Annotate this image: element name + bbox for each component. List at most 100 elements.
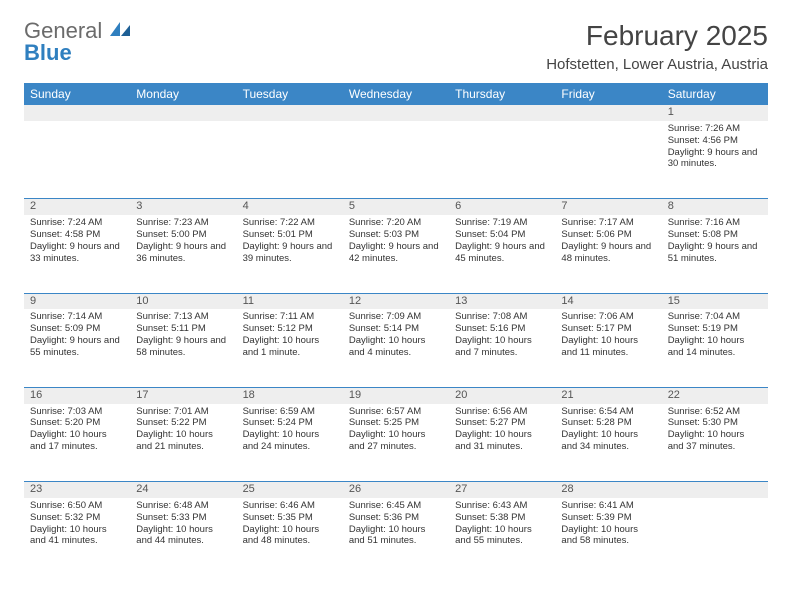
day-number-cell: 6 [449,199,555,215]
day-body-cell: Sunrise: 7:17 AMSunset: 5:06 PMDaylight:… [555,215,661,293]
weekday-header: Wednesday [343,83,449,105]
day-number-cell [662,482,768,498]
day-body-cell: Sunrise: 7:23 AMSunset: 5:00 PMDaylight:… [130,215,236,293]
day-number-cell: 3 [130,199,236,215]
day-number-cell: 27 [449,482,555,498]
sunset-text: Sunset: 4:56 PM [668,135,762,147]
sunrise-text: Sunrise: 7:04 AM [668,311,762,323]
day-number-cell: 7 [555,199,661,215]
logo: General Blue [24,20,132,64]
day-body-cell [449,121,555,199]
sunrise-text: Sunrise: 6:52 AM [668,406,762,418]
sunset-text: Sunset: 5:11 PM [136,323,230,335]
weekday-header: Thursday [449,83,555,105]
weekday-header-row: Sunday Monday Tuesday Wednesday Thursday… [24,83,768,105]
day-body-cell: Sunrise: 7:08 AMSunset: 5:16 PMDaylight:… [449,309,555,387]
day-body-cell [662,498,768,576]
sunrise-text: Sunrise: 7:01 AM [136,406,230,418]
sunset-text: Sunset: 5:20 PM [30,417,124,429]
daylight-text: Daylight: 10 hours and 14 minutes. [668,335,762,359]
daylight-text: Daylight: 9 hours and 55 minutes. [30,335,124,359]
sunrise-text: Sunrise: 7:09 AM [349,311,443,323]
day-number-cell: 10 [130,293,236,309]
day-body-cell [130,121,236,199]
daylight-text: Daylight: 9 hours and 51 minutes. [668,241,762,265]
daylight-text: Daylight: 10 hours and 44 minutes. [136,524,230,548]
day-body-cell: Sunrise: 6:43 AMSunset: 5:38 PMDaylight:… [449,498,555,576]
sunset-text: Sunset: 5:03 PM [349,229,443,241]
sunrise-text: Sunrise: 7:22 AM [243,217,337,229]
day-body-cell: Sunrise: 7:01 AMSunset: 5:22 PMDaylight:… [130,404,236,482]
sunrise-text: Sunrise: 6:56 AM [455,406,549,418]
day-body-cell: Sunrise: 7:13 AMSunset: 5:11 PMDaylight:… [130,309,236,387]
day-body-cell: Sunrise: 7:03 AMSunset: 5:20 PMDaylight:… [24,404,130,482]
daylight-text: Daylight: 10 hours and 4 minutes. [349,335,443,359]
sunset-text: Sunset: 5:06 PM [561,229,655,241]
sunrise-text: Sunrise: 7:26 AM [668,123,762,135]
day-number-cell: 28 [555,482,661,498]
daylight-text: Daylight: 9 hours and 39 minutes. [243,241,337,265]
sunrise-text: Sunrise: 7:14 AM [30,311,124,323]
daylight-text: Daylight: 9 hours and 42 minutes. [349,241,443,265]
sunset-text: Sunset: 5:04 PM [455,229,549,241]
day-number-cell: 22 [662,387,768,403]
sunset-text: Sunset: 5:16 PM [455,323,549,335]
daylight-text: Daylight: 9 hours and 48 minutes. [561,241,655,265]
daylight-text: Daylight: 9 hours and 30 minutes. [668,147,762,171]
day-body-cell: Sunrise: 7:24 AMSunset: 4:58 PMDaylight:… [24,215,130,293]
sunset-text: Sunset: 5:01 PM [243,229,337,241]
day-number-cell: 24 [130,482,236,498]
day-body-cell: Sunrise: 6:52 AMSunset: 5:30 PMDaylight:… [662,404,768,482]
day-number-cell: 5 [343,199,449,215]
sunrise-text: Sunrise: 7:11 AM [243,311,337,323]
day-body-row: Sunrise: 6:50 AMSunset: 5:32 PM Daylight:… [24,498,768,576]
sunset-text: Sunset: 5:38 PM [455,512,549,524]
day-number-cell: 20 [449,387,555,403]
sunset-text: Sunset: 5:36 PM [349,512,443,524]
sunset-text: Sunset: 5:00 PM [136,229,230,241]
sunset-text: Sunset: 5:08 PM [668,229,762,241]
day-body-cell: Sunrise: 7:14 AMSunset: 5:09 PMDaylight:… [24,309,130,387]
sunrise-text: Sunrise: 7:19 AM [455,217,549,229]
daylight-text: Daylight: 9 hours and 33 minutes. [30,241,124,265]
daylight-text: Daylight: 10 hours and 51 minutes. [349,524,443,548]
daylight-text: Daylight: 10 hours and 55 minutes. [455,524,549,548]
sunset-text: Sunset: 5:28 PM [561,417,655,429]
day-body-cell [24,121,130,199]
day-number-cell [555,105,661,121]
day-number-cell: 19 [343,387,449,403]
month-title: February 2025 [546,20,768,52]
sunrise-text: Sunrise: 7:03 AM [30,406,124,418]
sunrise-text: Sunrise: 6:54 AM [561,406,655,418]
day-body-cell: Sunrise: 7:26 AMSunset: 4:56 PMDaylight:… [662,121,768,199]
sunset-text: Sunset: 5:32 PM [30,512,124,524]
sunrise-text: Sunrise: 7:16 AM [668,217,762,229]
day-number-row: 9101112131415 [24,293,768,309]
title-block: February 2025 Hofstetten, Lower Austria,… [546,20,768,73]
day-number-cell: 17 [130,387,236,403]
day-number-cell: 21 [555,387,661,403]
logo-text-blue: Blue [24,40,72,65]
day-body-row: Sunrise: 7:03 AMSunset: 5:20 PM Daylight:… [24,404,768,482]
day-body-cell: Sunrise: 7:22 AMSunset: 5:01 PMDaylight:… [237,215,343,293]
sunset-text: Sunset: 5:27 PM [455,417,549,429]
sunrise-text: Sunrise: 6:50 AM [30,500,124,512]
day-number-cell [24,105,130,121]
day-number-row: 2345678 [24,199,768,215]
day-body-cell: Sunrise: 7:19 AMSunset: 5:04 PMDaylight:… [449,215,555,293]
sunrise-text: Sunrise: 7:13 AM [136,311,230,323]
daylight-text: Daylight: 10 hours and 21 minutes. [136,429,230,453]
weekday-header: Tuesday [237,83,343,105]
sunset-text: Sunset: 5:12 PM [243,323,337,335]
sunset-text: Sunset: 5:09 PM [30,323,124,335]
day-body-cell: Sunrise: 7:20 AMSunset: 5:03 PMDaylight:… [343,215,449,293]
sunset-text: Sunset: 5:39 PM [561,512,655,524]
sunset-text: Sunset: 5:14 PM [349,323,443,335]
day-body-cell: Sunrise: 7:04 AMSunset: 5:19 PMDaylight:… [662,309,768,387]
day-number-cell [237,105,343,121]
day-number-cell: 16 [24,387,130,403]
daylight-text: Daylight: 10 hours and 58 minutes. [561,524,655,548]
sunrise-text: Sunrise: 7:23 AM [136,217,230,229]
sunrise-text: Sunrise: 6:45 AM [349,500,443,512]
sunset-text: Sunset: 5:22 PM [136,417,230,429]
